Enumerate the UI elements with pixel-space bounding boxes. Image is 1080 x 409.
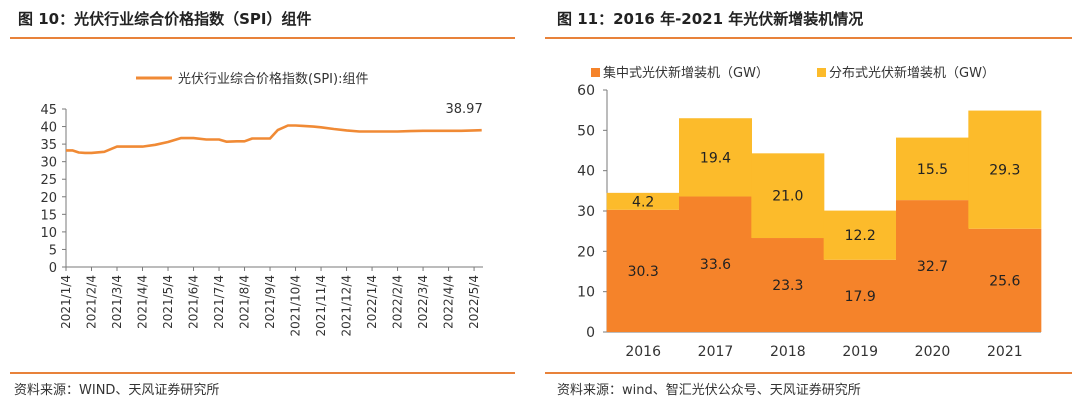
x-tick-label: 2018 — [770, 344, 806, 360]
y-tick-label: 25 — [40, 173, 57, 188]
legend-label: 光伏行业综合价格指数(SPI):组件 — [178, 71, 368, 87]
x-tick-label: 2021/10/4 — [289, 275, 303, 337]
left-figure-panel: 图 10：光伏行业综合价格指数（SPI）组件 光伏行业综合价格指数(SPI):组… — [0, 0, 525, 409]
x-tick-label: 2022/3/4 — [416, 275, 430, 329]
y-tick-label: 60 — [577, 83, 595, 99]
x-axis-tick-labels: 2021/1/4 2021/2/4 2021/3/4 2021/4/4 2021/5/4… — [59, 275, 481, 337]
y-tick-label: 40 — [577, 164, 595, 180]
x-tick-label: 2021/6/4 — [187, 275, 201, 329]
bar-distributed-2016 — [606, 192, 680, 210]
right-figure-title: 图 11：2016 年-2021 年光伏新增装机情况 — [557, 10, 864, 28]
y-tick-label: 45 — [40, 103, 57, 118]
bar-value-label: 32.7 — [917, 259, 948, 275]
right-source-note: 资料来源：wind、智汇光伏公众号、天风证券研究所 — [557, 383, 861, 398]
bar-value-label: 17.9 — [845, 289, 876, 305]
bar-value-label: 12.2 — [845, 228, 876, 244]
x-tick-label: 2021/9/4 — [263, 275, 277, 329]
bar-value-label: 25.6 — [989, 273, 1020, 289]
x-tick-label: 2021/5/4 — [161, 275, 175, 329]
bar-centralized-2018 — [751, 238, 825, 332]
bar-centralized-2021 — [968, 228, 1042, 332]
end-value-label: 38.97 — [446, 102, 483, 117]
x-tick-label: 2022/5/4 — [467, 275, 481, 329]
y-tick-label: 0 — [586, 325, 595, 341]
bar-value-label: 19.4 — [700, 150, 731, 166]
bar-distributed-2020 — [896, 137, 969, 201]
legend-label-centralized: 集中式光伏新增装机（GW） — [603, 65, 769, 81]
bar-distributed-2019 — [823, 210, 897, 260]
line-chart-axes — [62, 108, 483, 271]
bar-value-label: 29.3 — [989, 163, 1020, 179]
x-axis-tick-labels: 2016 2017 2018 2019 2020 2021 — [625, 344, 1022, 360]
bar-distributed-2017 — [679, 118, 752, 197]
bar-centralized-2019 — [823, 259, 897, 332]
bar-value-label: 21.0 — [772, 189, 803, 205]
y-tick-label: 30 — [40, 156, 57, 171]
x-tick-label: 2021/8/4 — [238, 275, 252, 329]
x-tick-label: 2021 — [987, 344, 1023, 360]
y-tick-label: 5 — [49, 243, 57, 258]
x-tick-label: 2017 — [698, 344, 734, 360]
bar-centralized-2016 — [606, 209, 680, 332]
x-tick-label: 2022/2/4 — [391, 275, 405, 329]
y-tick-label: 15 — [40, 208, 57, 223]
x-tick-label: 2021/12/4 — [340, 275, 354, 337]
y-tick-label: 35 — [40, 138, 57, 153]
bar-value-label: 30.3 — [628, 264, 659, 280]
x-tick-label: 2019 — [842, 344, 878, 360]
x-tick-label: 2021/7/4 — [212, 275, 226, 329]
y-tick-label: 50 — [577, 123, 595, 139]
left-source-divider — [10, 372, 515, 374]
bar-centralized-2020 — [896, 200, 969, 332]
legend-label-distributed: 分布式光伏新增装机（GW） — [829, 65, 995, 81]
right-figure-panel: 图 11：2016 年-2021 年光伏新增装机情况 集中式光伏新增装机（GW）… — [545, 0, 1080, 409]
bar-centralized-2017 — [679, 196, 752, 332]
x-tick-label: 2021/1/4 — [59, 275, 73, 329]
x-tick-label: 2021/3/4 — [110, 275, 124, 329]
bar-distributed-2018 — [751, 153, 825, 239]
bar-chart-legend: 集中式光伏新增装机（GW） 分布式光伏新增装机（GW） — [591, 65, 995, 81]
x-tick-label: 2020 — [915, 344, 951, 360]
legend-swatch-centralized — [591, 68, 600, 77]
y-tick-label: 30 — [577, 204, 595, 220]
y-tick-label: 40 — [40, 121, 57, 136]
spi-series-line — [66, 124, 482, 155]
bar-value-label: 4.2 — [632, 194, 654, 210]
legend-swatch-distributed — [817, 68, 826, 77]
installation-bar-chart: 集中式光伏新增装机（GW） 分布式光伏新增装机（GW） 0 10 20 30 40 50 6… — [577, 65, 1042, 360]
y-axis-tick-labels: 0 10 20 30 40 50 60 — [577, 83, 595, 341]
y-tick-label: 20 — [577, 244, 595, 260]
y-tick-label: 0 — [49, 261, 57, 276]
x-tick-label: 2022/1/4 — [365, 275, 379, 329]
y-axis-tick-labels: 0 5 10 15 20 25 30 35 40 45 — [40, 103, 57, 276]
x-tick-label: 2016 — [625, 344, 661, 360]
bar-distributed-2021 — [968, 110, 1042, 229]
left-title-divider — [10, 37, 515, 39]
right-source-divider — [545, 372, 1072, 374]
left-source-note: 资料来源：WIND、天风证券研究所 — [14, 383, 220, 398]
bar-value-label: 23.3 — [772, 278, 803, 294]
y-tick-label: 20 — [40, 191, 57, 206]
x-tick-label: 2021/4/4 — [136, 275, 150, 329]
x-tick-label: 2022/4/4 — [442, 275, 456, 329]
bar-value-label: 33.6 — [700, 257, 731, 273]
stacked-bars: 30.3 4.2 33.6 19.4 23.3 21.0 17.9 12.2 32.7 15.5 2… — [606, 110, 1042, 332]
y-tick-label: 10 — [577, 285, 595, 301]
spi-line-chart: 光伏行业综合价格指数(SPI):组件 0 5 10 15 20 25 30 35 40 45 20… — [40, 71, 483, 337]
left-figure-title: 图 10：光伏行业综合价格指数（SPI）组件 — [18, 10, 312, 28]
y-tick-label: 10 — [40, 226, 57, 241]
right-title-divider — [545, 37, 1072, 39]
x-tick-label: 2021/2/4 — [85, 275, 99, 329]
bar-value-label: 15.5 — [917, 162, 948, 178]
line-chart-legend: 光伏行业综合价格指数(SPI):组件 — [136, 71, 368, 87]
x-tick-label: 2021/11/4 — [314, 275, 328, 337]
